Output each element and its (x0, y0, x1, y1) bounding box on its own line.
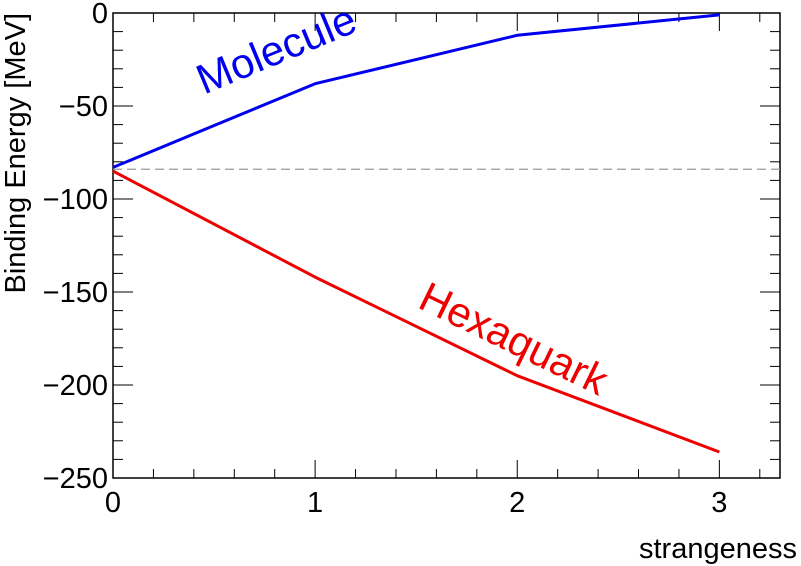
y-axis-title: Binding Energy [MeV] (0, 13, 32, 293)
series-line-hexaquark (112, 169, 720, 454)
y-tick-label: −100 (43, 184, 108, 216)
plot-frame (112, 12, 781, 479)
series-line-molecule (112, 13, 720, 169)
x-tick-label: 1 (307, 487, 323, 519)
y-tick-label: −150 (43, 277, 108, 309)
y-tick-label: 0 (92, 0, 108, 30)
y-tick-label: −200 (43, 370, 108, 402)
series-layer (112, 13, 720, 454)
annotation-molecule: Molecule (189, 0, 362, 103)
x-tick-label: 3 (711, 487, 727, 519)
x-tick-label: 0 (105, 487, 121, 519)
x-tick-label: 2 (509, 487, 525, 519)
x-axis-title: strangeness (639, 533, 797, 565)
y-tick-label: −50 (59, 91, 108, 123)
ticks-layer: 0 1 2 3 0 −50 −100 −150 −200 −250 (43, 0, 780, 519)
y-tick-label: −250 (43, 463, 108, 495)
